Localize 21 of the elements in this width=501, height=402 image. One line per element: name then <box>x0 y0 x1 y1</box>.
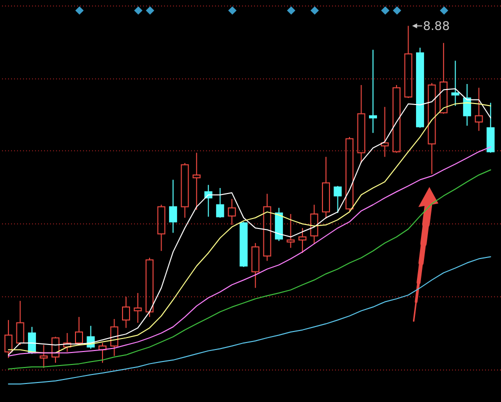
candlestick <box>110 318 118 356</box>
candlestick <box>192 152 201 210</box>
candlestick <box>369 49 378 134</box>
candlestick <box>463 83 472 126</box>
candlestick <box>380 106 389 158</box>
candlestick <box>286 213 295 248</box>
candlestick <box>251 242 260 288</box>
candlestick <box>440 42 448 114</box>
candlestick <box>122 296 130 328</box>
candlestick <box>486 102 495 154</box>
annotation: 8.88 <box>422 18 450 33</box>
candlestick <box>357 84 366 164</box>
candlestick <box>169 179 178 234</box>
candlestick <box>134 292 142 324</box>
candlestick <box>451 60 460 106</box>
candlestick <box>157 204 166 252</box>
candlestick <box>263 193 272 262</box>
candlestick <box>228 198 236 226</box>
candlestick <box>474 87 483 132</box>
candlestick <box>40 344 48 368</box>
candlestick <box>392 84 401 154</box>
